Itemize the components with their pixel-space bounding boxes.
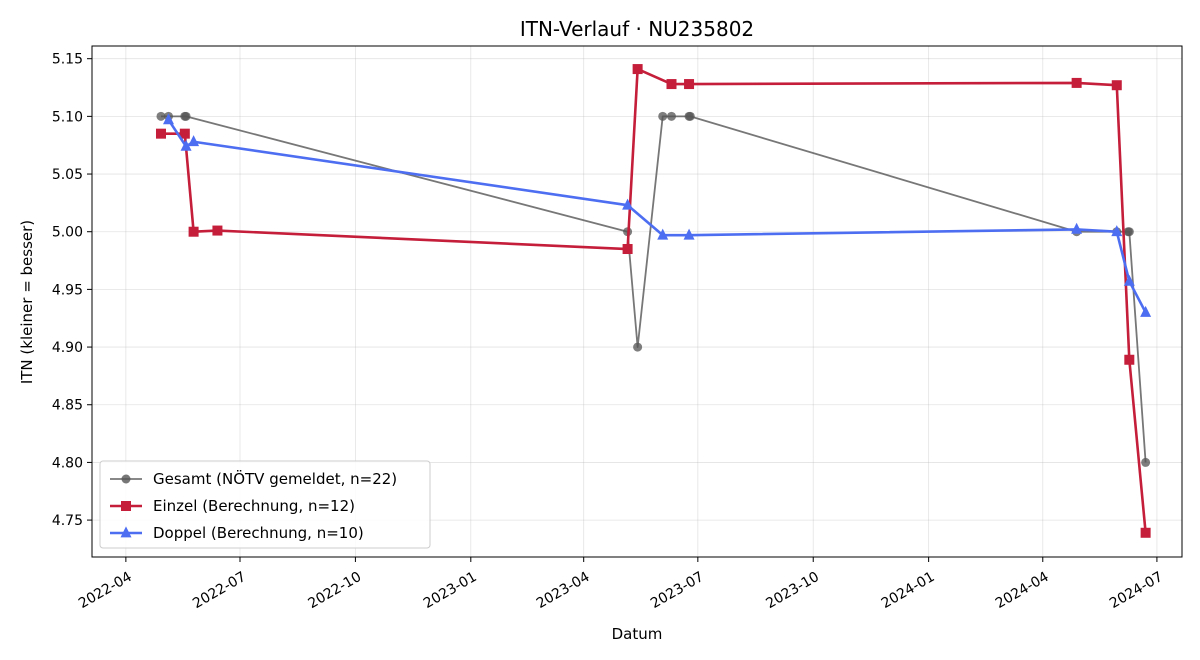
legend-item: Gesamt (NÖTV gemeldet, n=22) [110, 469, 397, 488]
data-point [181, 111, 191, 121]
x-axis-title: Datum [612, 625, 663, 643]
y-tick-label: 5.05 [52, 167, 83, 183]
data-point [633, 342, 643, 352]
data-point [188, 226, 199, 237]
series-2 [155, 64, 1151, 538]
y-tick-label: 4.75 [52, 513, 83, 529]
y-tick-label: 5.00 [52, 225, 83, 241]
data-point [632, 64, 643, 75]
data-point [666, 111, 676, 121]
y-tick-label: 4.95 [52, 282, 83, 298]
y-tick-label: 5.15 [52, 52, 83, 68]
data-point [156, 111, 166, 121]
chart-title: ITN-Verlauf · NU235802 [520, 17, 754, 41]
data-point [179, 128, 190, 139]
data-point [188, 135, 200, 147]
data-point [1140, 305, 1152, 317]
data-point [1123, 274, 1135, 286]
data-point [1141, 457, 1151, 467]
legend-box [99, 460, 431, 549]
data-point [1071, 77, 1082, 88]
data-point [1140, 527, 1151, 538]
legend-marker [120, 526, 132, 538]
legend-label: Einzel (Berechnung, n=12) [153, 497, 355, 515]
data-point [180, 139, 192, 151]
y-tick-label: 4.80 [52, 455, 83, 471]
plot-frame [91, 45, 1183, 558]
data-point [657, 228, 669, 240]
y-axis-title: ITN (kleiner = besser) [18, 220, 36, 384]
data-point [685, 111, 695, 121]
legend-label: Gesamt (NÖTV gemeldet, n=22) [153, 469, 397, 488]
y-tick-label: 4.90 [52, 340, 83, 356]
data-point [1071, 222, 1083, 234]
data-point [1124, 227, 1134, 237]
legend: Gesamt (NÖTV gemeldet, n=22) Einzel (Bere… [99, 460, 431, 549]
data-point [1124, 354, 1135, 365]
legend-marker [121, 474, 131, 484]
data-point [684, 79, 695, 90]
data-point [622, 198, 634, 210]
legend-item: Doppel (Berechnung, n=10) [110, 524, 364, 542]
series-line [160, 67, 1147, 533]
data-point [163, 113, 175, 125]
data-point [1111, 80, 1122, 91]
series-layer [155, 64, 1152, 538]
data-point [1111, 225, 1123, 237]
data-point [212, 225, 223, 236]
data-point [622, 244, 633, 255]
y-axis-ticks: 4.75 4.80 4.85 4.90 4.95 5.00 5.05 5.10 5.15 [52, 52, 92, 529]
y-tick-label: 4.85 [52, 398, 83, 414]
data-point [666, 79, 677, 90]
legend-item: Einzel (Berechnung, n=12) [110, 497, 355, 515]
legend-label: Doppel (Berechnung, n=10) [153, 524, 364, 542]
data-point [658, 111, 668, 121]
y-tick-label: 5.10 [52, 109, 83, 125]
legend-marker [121, 501, 131, 511]
data-point [155, 128, 166, 139]
data-point [683, 228, 695, 240]
series-3 [163, 113, 1152, 317]
